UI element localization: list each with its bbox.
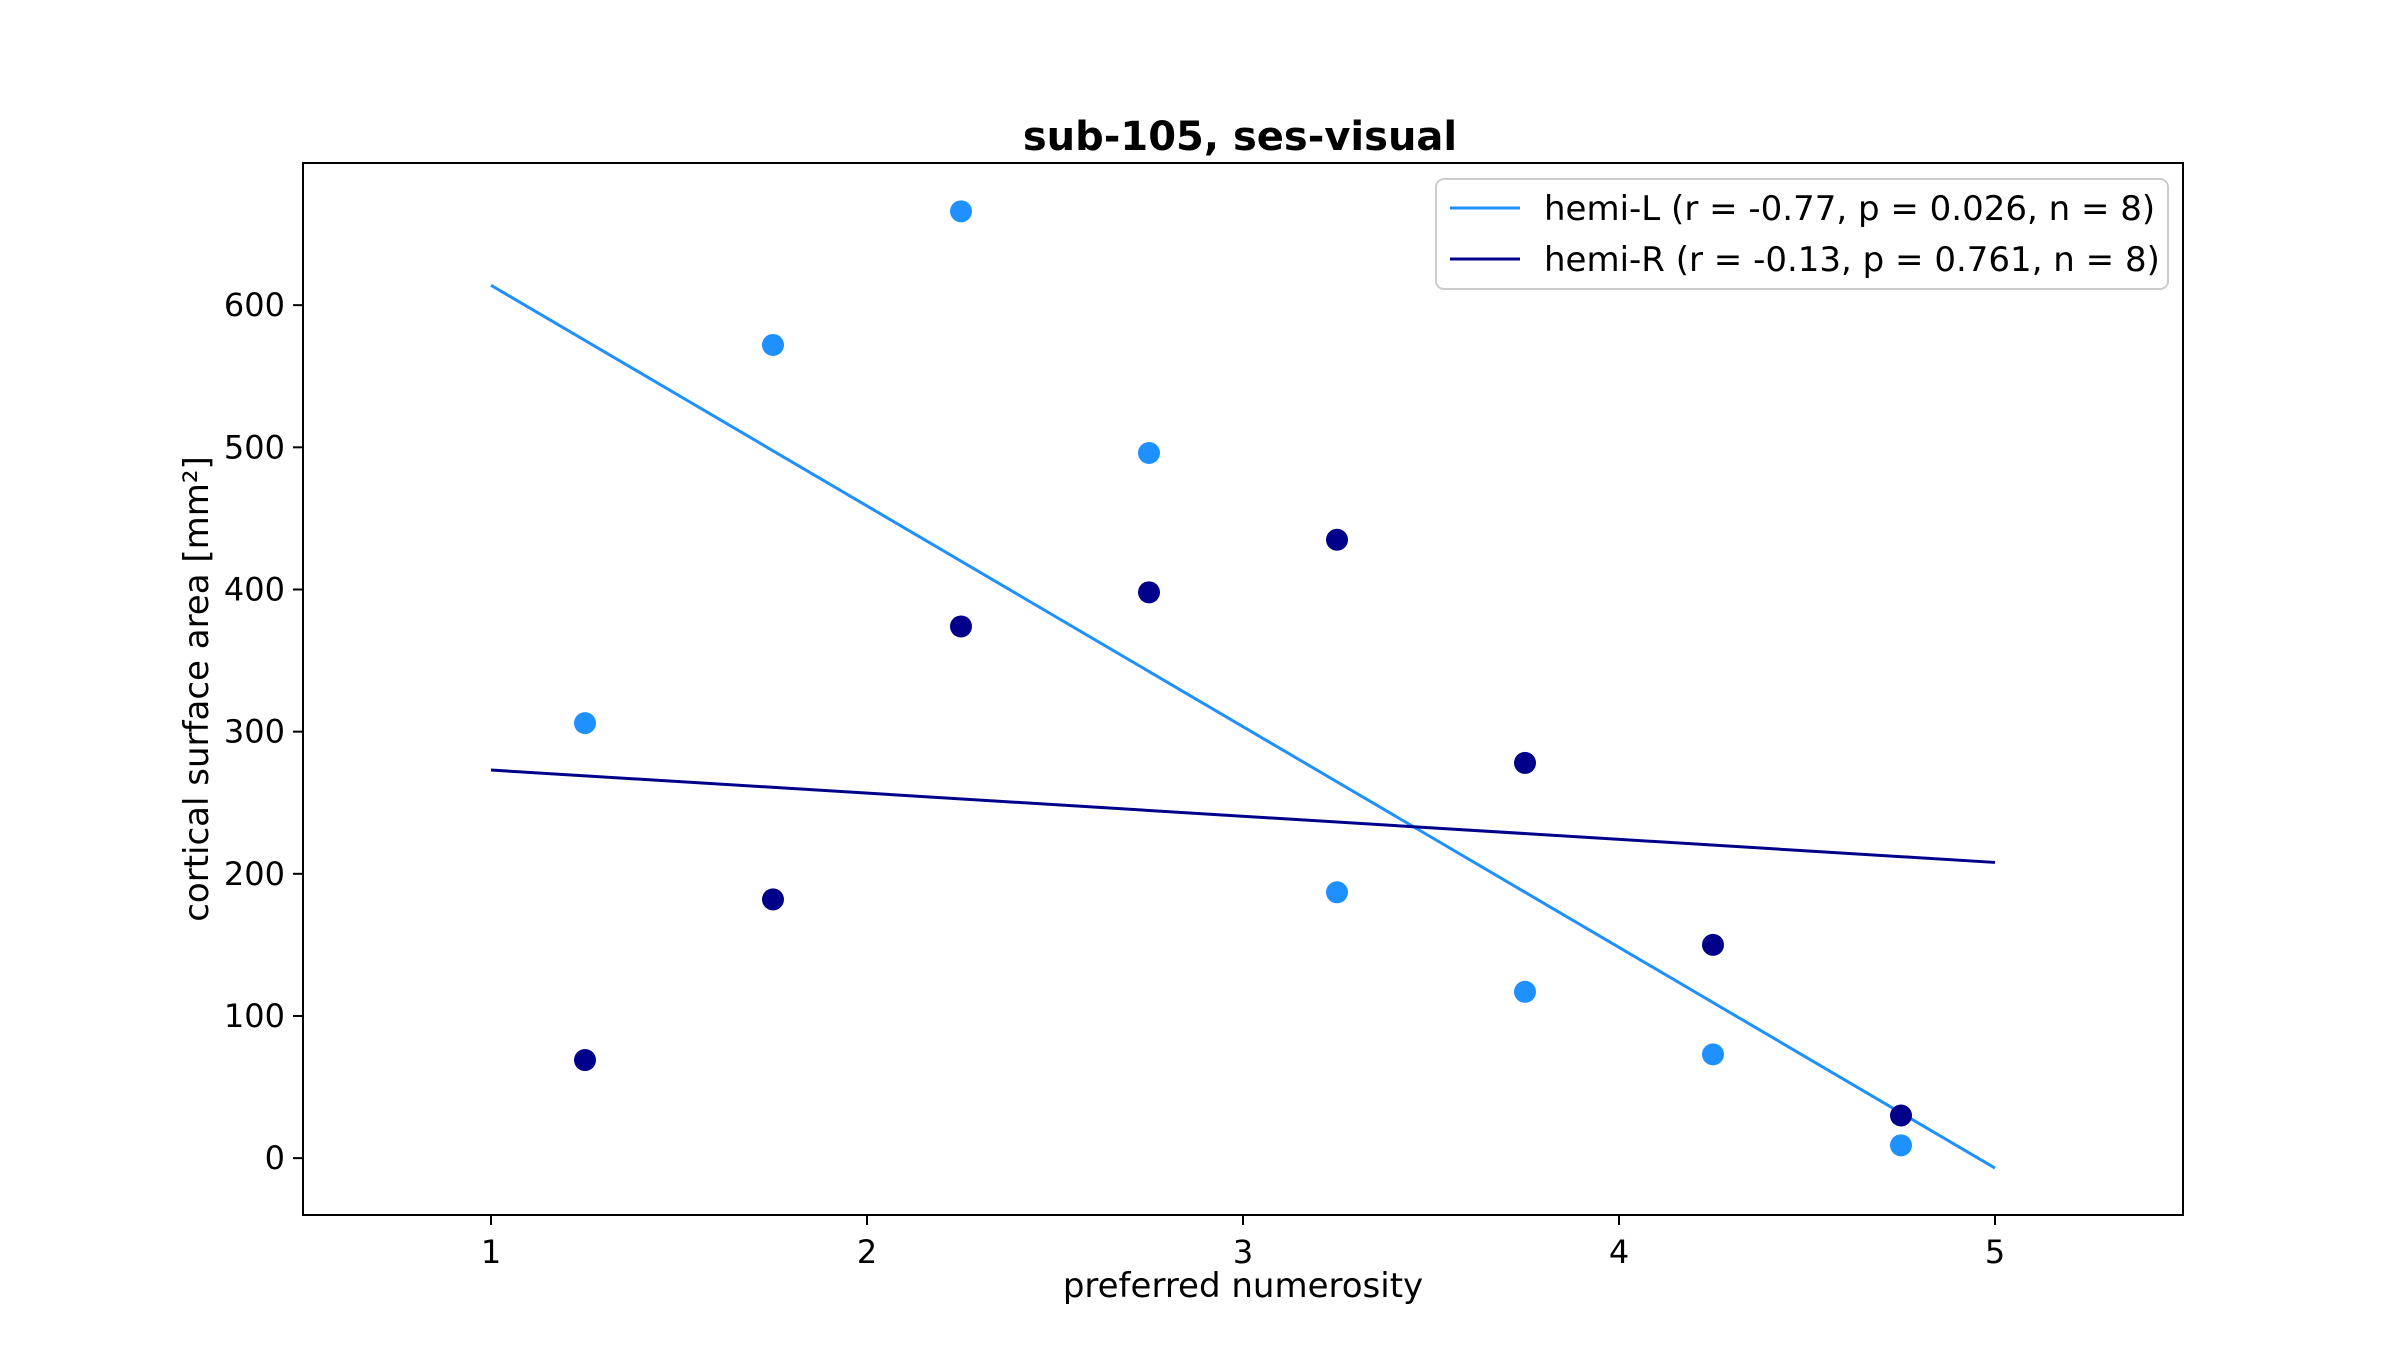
chart-title: sub-105, ses-visual: [1023, 114, 1457, 160]
x-tick-label: 1: [481, 1233, 501, 1271]
data-point-series-1: [1702, 933, 1724, 956]
legend: hemi-L (r = -0.77, p = 0.026, n = 8) hem…: [1435, 178, 2169, 290]
fit-line-series-0: [490, 283, 1996, 1170]
plot-area: [490, 200, 1996, 1170]
legend-box: [1435, 178, 2169, 290]
legend-label-hemi-l: hemi-L (r = -0.77, p = 0.026, n = 8): [1544, 189, 2155, 229]
data-point-series-1: [1138, 581, 1160, 604]
y-axis: 0 100 200 300 400 500 600: [224, 286, 303, 1177]
y-tick-label: 400: [224, 570, 285, 608]
y-axis-label: cortical surface area [mm²]: [177, 456, 217, 922]
y-tick-label: 300: [224, 713, 285, 751]
data-point-series-1: [1514, 751, 1536, 774]
data-point-series-1: [1326, 528, 1348, 551]
legend-label-hemi-r: hemi-R (r = -0.13, p = 0.761, n = 8): [1544, 240, 2160, 280]
x-axis: 1 2 3 4 5: [481, 1215, 2005, 1271]
x-axis-label: preferred numerosity: [1063, 1266, 1423, 1306]
data-point-series-0: [950, 200, 972, 223]
y-tick-label: 0: [265, 1139, 285, 1177]
data-point-series-0: [1138, 442, 1160, 465]
data-point-series-0: [762, 333, 784, 356]
data-point-series-0: [1514, 980, 1536, 1003]
data-point-series-0: [1326, 881, 1348, 904]
fit-line-series-1: [490, 768, 1996, 864]
y-tick-label: 200: [224, 855, 285, 893]
y-tick-label: 100: [224, 997, 285, 1035]
x-tick-label: 3: [1233, 1233, 1253, 1271]
data-point-series-1: [762, 888, 784, 911]
data-point-series-1: [1890, 1104, 1912, 1127]
x-tick-label: 2: [857, 1233, 877, 1271]
data-point-series-1: [574, 1049, 596, 1072]
y-tick-label: 600: [224, 286, 285, 324]
x-tick-label: 5: [1985, 1233, 2005, 1271]
data-point-series-1: [950, 615, 972, 638]
data-point-series-0: [1702, 1043, 1724, 1066]
data-point-series-0: [574, 712, 596, 735]
x-tick-label: 4: [1609, 1233, 1629, 1271]
data-point-series-0: [1890, 1134, 1912, 1157]
y-tick-label: 500: [224, 428, 285, 466]
